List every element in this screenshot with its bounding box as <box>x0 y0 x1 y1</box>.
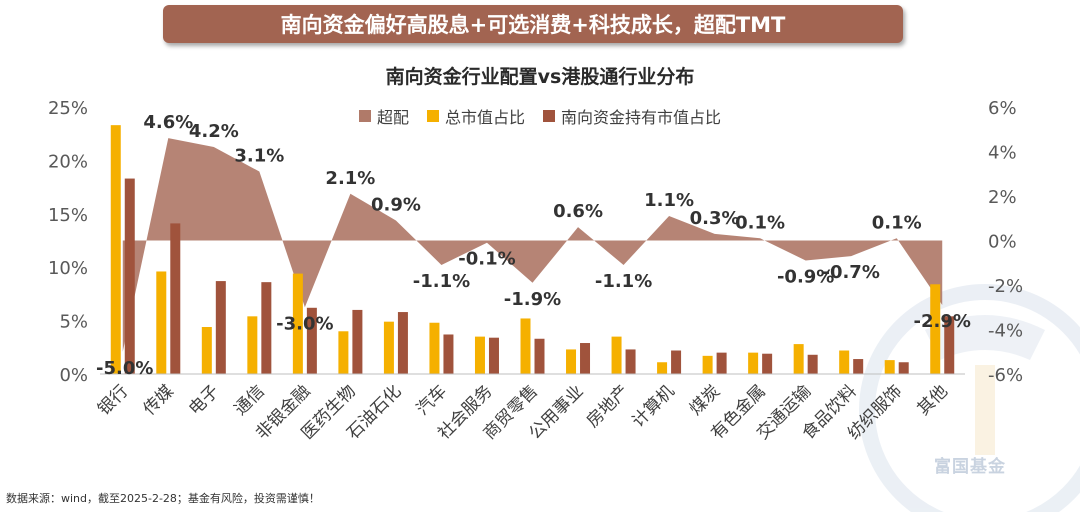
right-axis-tick-label: -4% <box>988 321 1023 342</box>
chart-title: 南向资金行业配置vs港股通行业分布 <box>385 66 695 88</box>
legend-swatch-overweight <box>358 110 371 122</box>
overweight-data-label: -0.9% <box>777 267 834 288</box>
bar-total-market-cap <box>930 284 941 374</box>
overweight-data-label: 0.1% <box>735 212 785 233</box>
left-axis-tick-label: 0% <box>59 365 88 386</box>
bar-southbound-holding <box>944 316 955 374</box>
overweight-data-label: 3.1% <box>234 146 284 167</box>
overweight-data-label: -1.1% <box>595 271 652 292</box>
overweight-data-label: -1.9% <box>504 289 561 310</box>
category-label: 房地产 <box>583 381 633 431</box>
overweight-data-label: -2.9% <box>914 311 971 332</box>
bar-total-market-cap <box>520 318 531 374</box>
legend-swatch-southbound-holding <box>543 110 555 122</box>
bar-total-market-cap <box>611 336 622 374</box>
category-label: 煤炭 <box>686 381 724 419</box>
overweight-data-label: 0.6% <box>553 201 603 222</box>
bar-southbound-holding <box>215 281 226 374</box>
overweight-data-label: 0.9% <box>371 194 421 215</box>
watermark-text: 富国基金 <box>934 457 1006 477</box>
right-axis-tick-label: 0% <box>988 232 1017 253</box>
category-label: 银行 <box>94 381 132 419</box>
banner-text: 南向资金偏好高股息+可选消费+科技成长，超配TMT <box>280 13 786 37</box>
category-label: 汽车 <box>413 381 451 419</box>
bar-southbound-holding <box>397 312 408 374</box>
category-label: 通信 <box>231 381 269 419</box>
legend-swatch-total-market-cap <box>426 110 439 122</box>
bar-total-market-cap <box>839 350 850 374</box>
left-axis-tick-label: 15% <box>48 205 88 226</box>
legend-label-total-market-cap: 总市值占比 <box>444 108 525 127</box>
left-axis-tick-label: 25% <box>48 98 88 119</box>
title-banner: 南向资金偏好高股息+可选消费+科技成长，超配TMT <box>163 5 903 43</box>
chart-legend: 超配 总市值占比 南向资金持有市值占比 <box>0 104 1080 128</box>
right-axis-tick-label: -2% <box>988 276 1023 297</box>
legend-item-overweight: 超配 <box>358 104 409 128</box>
footnote: 数据来源：wind，截至2025-2-28；基金有风险，投资需谨慎！ <box>6 492 320 505</box>
bar-southbound-holding <box>807 354 818 374</box>
category-label: 传媒 <box>140 381 178 419</box>
bar-southbound-holding <box>671 350 682 374</box>
bar-southbound-holding <box>898 362 909 374</box>
bar-southbound-holding <box>170 223 181 374</box>
right-axis-tick-label: 2% <box>988 187 1017 208</box>
category-label: 电子 <box>185 381 223 419</box>
bar-total-market-cap <box>338 331 349 374</box>
bar-total-market-cap <box>793 344 804 374</box>
overweight-data-label: 2.1% <box>325 168 375 189</box>
bar-total-market-cap <box>702 355 713 374</box>
bar-southbound-holding <box>306 307 317 374</box>
bar-southbound-holding <box>716 352 727 374</box>
left-axis-tick-label: 10% <box>48 258 88 279</box>
overweight-data-label: -3.0% <box>276 313 333 334</box>
bar-total-market-cap <box>247 316 258 374</box>
bar-total-market-cap <box>884 360 895 374</box>
bar-total-market-cap <box>566 349 577 374</box>
bar-total-market-cap <box>474 336 485 374</box>
overweight-data-label: 1.1% <box>644 190 694 211</box>
bar-southbound-holding <box>853 359 864 374</box>
overweight-data-label: -0.7% <box>822 262 879 283</box>
overweight-data-label: 0.3% <box>690 208 740 229</box>
bar-southbound-holding <box>352 309 363 374</box>
legend-item-total-market-cap: 总市值占比 <box>426 104 525 128</box>
overweight-data-label: 4.6% <box>143 112 193 133</box>
category-label: 其他 <box>914 381 952 419</box>
bar-total-market-cap <box>748 352 759 374</box>
overweight-data-label: 4.2% <box>189 121 239 142</box>
bar-total-market-cap <box>292 273 303 374</box>
watermark-logo <box>859 284 1080 512</box>
right-axis-tick-label: 4% <box>988 143 1017 164</box>
right-axis-tick-label: -6% <box>988 365 1023 386</box>
overweight-data-label: -5.0% <box>96 358 153 379</box>
right-axis-tick-label: 6% <box>988 98 1017 119</box>
legend-label-southbound-holding: 南向资金持有市值占比 <box>561 108 722 127</box>
bar-southbound-holding <box>488 337 499 374</box>
bar-southbound-holding <box>261 282 272 374</box>
bar-southbound-holding <box>762 353 773 374</box>
bar-total-market-cap <box>156 271 167 374</box>
legend-item-southbound-holding: 南向资金持有市值占比 <box>543 104 721 128</box>
bar-total-market-cap <box>201 327 212 374</box>
bar-southbound-holding <box>443 334 454 374</box>
legend-label-overweight: 超配 <box>376 108 409 127</box>
bar-southbound-holding <box>534 338 545 374</box>
category-label: 计算机 <box>628 381 678 431</box>
bar-southbound-holding <box>124 178 135 374</box>
overweight-data-label: -1.1% <box>413 271 470 292</box>
bar-southbound-holding <box>580 343 591 374</box>
overweight-data-label: 0.1% <box>872 212 922 233</box>
left-axis-tick-label: 5% <box>59 312 88 333</box>
bar-total-market-cap <box>657 362 668 374</box>
overweight-area <box>122 138 943 352</box>
overweight-data-label: -0.1% <box>458 249 515 270</box>
bar-southbound-holding <box>625 349 636 374</box>
bar-total-market-cap <box>383 321 394 374</box>
bar-total-market-cap <box>429 322 440 374</box>
left-axis-tick-label: 20% <box>48 151 88 172</box>
bar-total-market-cap <box>110 125 121 374</box>
